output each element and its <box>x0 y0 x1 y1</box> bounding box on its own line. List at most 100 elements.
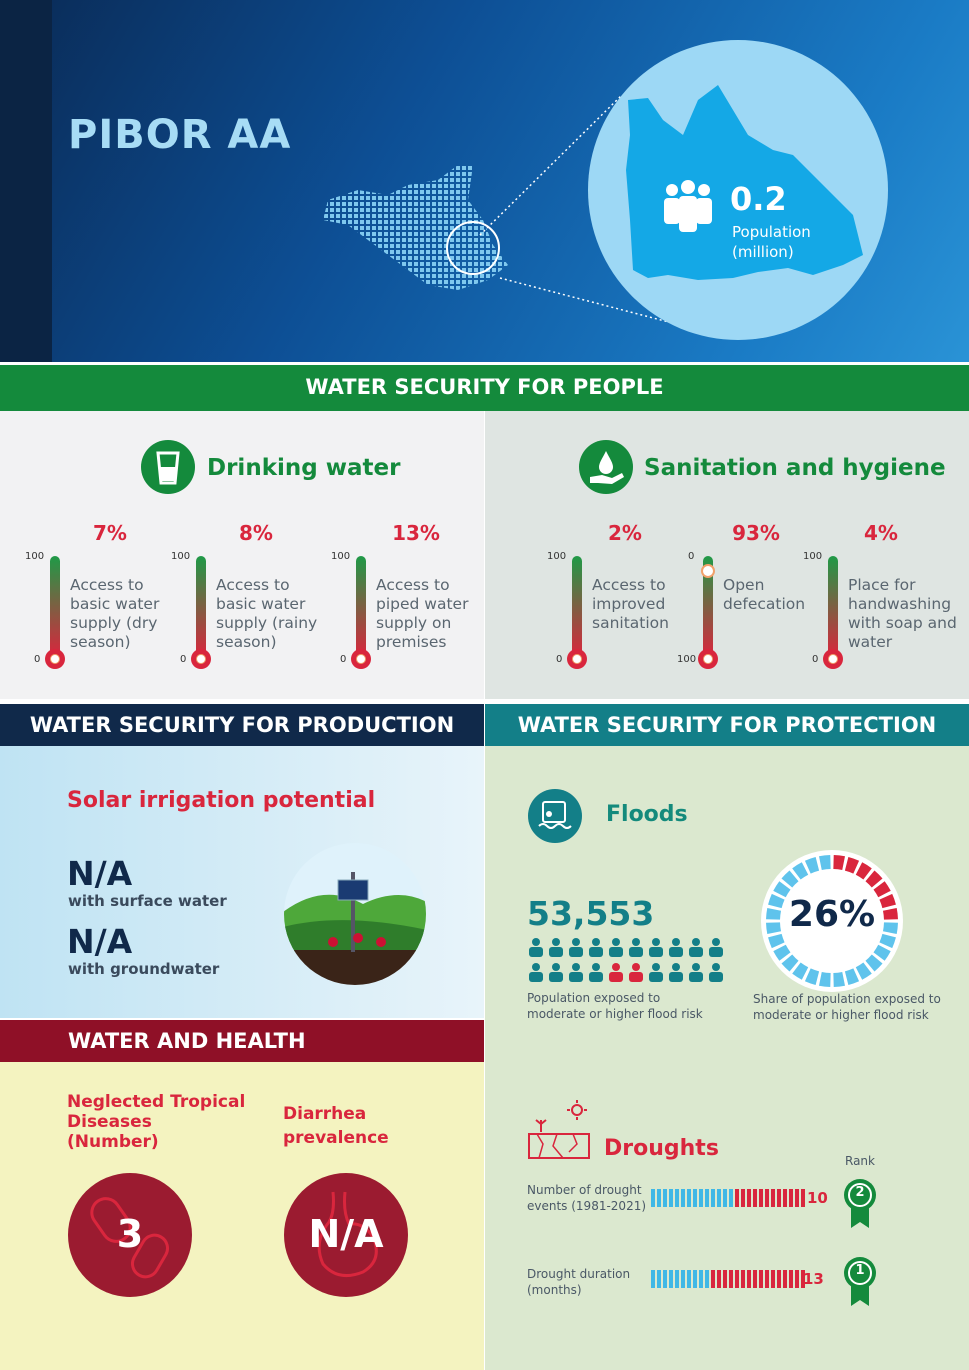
hand-water-drop-icon <box>579 440 633 494</box>
ring-segment <box>882 922 898 934</box>
person-icon <box>549 938 563 957</box>
person-icon <box>589 963 603 982</box>
rank-label: Rank <box>845 1154 875 1168</box>
drought-duration-rank: 1 <box>855 1263 865 1278</box>
exposed-population-value: 53,553 <box>527 894 655 933</box>
gauge-top-tick: 100 <box>331 551 351 562</box>
people-group-icon <box>664 180 712 232</box>
gauge-tube <box>828 556 838 656</box>
rank-medal-icon <box>844 1257 876 1306</box>
person-icon <box>689 938 703 957</box>
drought-bar-segment <box>717 1189 721 1207</box>
diarrhea-label: Diarrhea prevalence <box>283 1104 389 1148</box>
drought-bar-segment <box>741 1189 745 1207</box>
gauge-value-marker <box>701 564 715 578</box>
header-side-strip <box>0 0 52 362</box>
drought-bar-segment <box>759 1270 763 1288</box>
thermometer-gauge: 7% 100 0 Access to basic water supply (dry … <box>20 516 170 676</box>
gauge-top-tick: 0 <box>688 551 695 562</box>
person-icon <box>529 938 543 957</box>
person-icon <box>629 938 643 957</box>
gauge-bulb <box>45 649 65 669</box>
drought-bar-segment <box>789 1189 793 1207</box>
ring-segment <box>873 944 891 961</box>
drought-bar-segment <box>717 1270 721 1288</box>
thermometer-gauge: 4% 100 0 Place for handwashing with soap an… <box>798 516 957 676</box>
header-banner: PIBOR AA 0.2 Population (million) <box>0 0 969 362</box>
ring-segment <box>768 893 785 909</box>
drought-events-value: 10 <box>807 1189 828 1207</box>
bacteria-icon <box>68 1173 192 1297</box>
population-value: 0.2 <box>730 180 787 218</box>
gauge-top-tick: 100 <box>171 551 191 562</box>
gauge-bottom-tick: 0 <box>34 654 41 665</box>
gauge-label: Place for handwashing with soap and wate… <box>848 576 957 651</box>
ring-segment <box>879 893 896 909</box>
population-label: Population (million) <box>732 223 811 261</box>
gauge-bottom-tick: 100 <box>677 654 697 665</box>
gauge-label: Access to improved sanitation <box>592 576 669 632</box>
drought-bar-segment <box>759 1189 763 1207</box>
gauge-top-tick: 100 <box>25 551 45 562</box>
drought-bar-segment <box>651 1189 655 1207</box>
person-icon <box>649 938 663 957</box>
cracked-earth-sun-icon <box>528 1100 590 1159</box>
gauge-bottom-tick: 0 <box>340 654 347 665</box>
drought-bar-segment <box>801 1270 805 1288</box>
drought-bar-segment <box>765 1189 769 1207</box>
person-icon <box>569 938 583 957</box>
drought-duration-value: 13 <box>803 1270 824 1288</box>
thermometer-gauge: 93% 0 100 Open defecation <box>673 516 823 676</box>
person-icon <box>669 938 683 957</box>
ring-segment <box>768 933 785 949</box>
drought-bar-segment <box>777 1270 781 1288</box>
floods-title: Floods <box>606 802 688 827</box>
drought-bar-segment <box>681 1270 685 1288</box>
person-icon <box>549 963 563 982</box>
gauge-percent: 2% <box>608 521 642 545</box>
gauge-label: Open defecation <box>723 576 806 613</box>
groundwater-value: N/A <box>67 922 133 961</box>
protection-panel: Floods 53,553 Population exposed to mode… <box>485 746 969 1370</box>
drought-bar-segment <box>699 1270 703 1288</box>
ring-segment <box>855 962 872 980</box>
section-bar-health: WATER AND HEALTH <box>0 1020 484 1062</box>
drought-bar-segment <box>741 1270 745 1288</box>
drought-events-rank: 2 <box>855 1185 865 1200</box>
drought-bar-segment <box>687 1189 691 1207</box>
drought-bar-segment <box>723 1189 727 1207</box>
ring-segment <box>873 881 891 898</box>
drought-bar-segment <box>693 1189 697 1207</box>
person-icon <box>629 963 643 982</box>
drought-bar-segment <box>711 1270 715 1288</box>
drought-bar-segment <box>771 1270 775 1288</box>
ring-segment <box>882 908 898 920</box>
person-icon <box>669 963 683 982</box>
rank-medal-icon <box>844 1179 876 1228</box>
ntd-value: 3 <box>116 1212 144 1256</box>
drought-bar-segment <box>753 1189 757 1207</box>
gauge-bulb <box>823 649 843 669</box>
flood-share-ring <box>761 850 903 992</box>
gauge-tube <box>703 556 713 656</box>
country-map-icon <box>323 165 508 290</box>
stomach-icon <box>284 1173 408 1297</box>
ring-segment <box>865 870 883 888</box>
solar-pump-illustration-icon <box>284 843 426 985</box>
gauge-percent: 4% <box>864 521 898 545</box>
section-bar-protection: WATER SECURITY FOR PROTECTION <box>485 704 969 746</box>
gauge-bulb <box>567 649 587 669</box>
drought-bar-segment <box>711 1189 715 1207</box>
gauge-bottom-tick: 0 <box>812 654 819 665</box>
zoom-connector-lines <box>479 94 681 326</box>
ring-segment <box>833 855 845 871</box>
drought-bar-segment <box>651 1270 655 1288</box>
drought-bar-segment <box>783 1189 787 1207</box>
ring-segment <box>766 908 782 920</box>
section-bar-people: WATER SECURITY FOR PEOPLE <box>0 365 969 411</box>
person-icon <box>589 938 603 957</box>
ring-segment <box>865 954 883 972</box>
drought-bar-segment <box>735 1189 739 1207</box>
ring-segment <box>819 855 831 871</box>
ring-segment <box>844 968 860 985</box>
